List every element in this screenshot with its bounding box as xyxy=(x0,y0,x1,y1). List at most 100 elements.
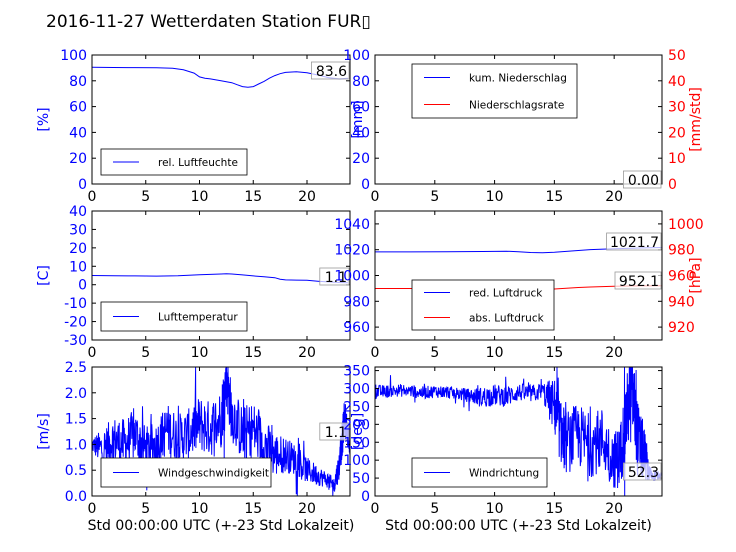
x-tick-label: 10 xyxy=(486,345,504,361)
legend: Windgeschwindigkeit xyxy=(100,457,272,488)
x-tick-label: 10 xyxy=(486,189,504,205)
chart-panel-4: 0 5 10 15 20 960 980 1000 1020 1040 920 940 960 980 10… xyxy=(334,210,704,361)
legend: red. Luftdruck abs. Luftdruck xyxy=(411,279,555,331)
y-tick-label: -30 xyxy=(64,333,87,349)
legend-label: Lufttemperatur xyxy=(158,312,238,324)
plot-frame xyxy=(91,210,351,341)
y-axis-label: [C] xyxy=(36,265,52,286)
y-tick-label: 100 xyxy=(60,48,87,64)
chart-panel-3: 0 5 10 15 20 -30 -20 -10 0 10 20 30 40 [C] Lufttempera… xyxy=(36,204,351,361)
y2-tick-label: 940 xyxy=(668,294,695,310)
x-tick-label: 0 xyxy=(371,345,380,361)
legend: Lufttemperatur xyxy=(100,301,248,332)
x-tick-label: 5 xyxy=(430,189,439,205)
y-axis-label: [mm] xyxy=(350,100,366,138)
current-value-label-box xyxy=(606,232,662,251)
y-tick-label: 1.0 xyxy=(65,437,87,453)
x-tick-label: 20 xyxy=(298,345,316,361)
figure-title: 2016-11-27 Wetterdaten Station FUR▯ xyxy=(46,12,371,32)
legend-box xyxy=(411,63,578,119)
y-tick-label: 20 xyxy=(69,151,87,167)
x-tick-label: 20 xyxy=(298,189,316,205)
legend-label: Windgeschwindigkeit xyxy=(158,468,269,480)
y-axis-label: [%] xyxy=(36,107,52,131)
y-tick-label: 60 xyxy=(69,100,87,116)
y-tick-label: 100 xyxy=(343,453,370,469)
y2-tick-label: 0 xyxy=(668,177,677,193)
y-tick-label: 40 xyxy=(69,204,87,220)
y-tick-label: 0 xyxy=(78,278,87,294)
series-line-1 xyxy=(91,273,348,284)
legend-label: abs. Luftdruck xyxy=(469,313,545,325)
y-tick-label: -20 xyxy=(64,315,87,331)
legend-label: Windrichtung xyxy=(469,468,539,480)
current-value-label: 1021.7 xyxy=(610,235,659,251)
series-line-1 xyxy=(91,66,348,88)
y2-axis-label: [hPa] xyxy=(688,257,704,293)
y2-tick-label: 50 xyxy=(668,48,686,64)
legend: rel. Luftfeuchte xyxy=(100,148,248,176)
y-tick-label: 1040 xyxy=(334,217,370,233)
y-tick-label: 350 xyxy=(343,364,370,380)
y2-tick-label: 920 xyxy=(668,320,695,336)
x-tick-label: 5 xyxy=(141,345,150,361)
x-tick-label: 20 xyxy=(605,189,623,205)
x-tick-label: 15 xyxy=(545,189,563,205)
x-tick-label: 5 xyxy=(430,501,439,517)
x-tick-label: 10 xyxy=(191,345,209,361)
y2-tick-label: 1000 xyxy=(668,217,704,233)
current-value-label-box xyxy=(623,462,662,481)
legend-label: kum. Niederschlag xyxy=(469,73,567,85)
x-tick-label: 15 xyxy=(244,345,262,361)
y2-axis-label: [mm/std] xyxy=(688,87,704,152)
x-tick-label: 15 xyxy=(244,501,262,517)
legend: kum. Niederschlag Niederschlagsrate xyxy=(411,63,578,119)
y-tick-label: 1000 xyxy=(334,269,370,285)
y2-tick-label: 10 xyxy=(668,151,686,167)
x-tick-label: 0 xyxy=(88,345,97,361)
y2-tick-label: 30 xyxy=(668,100,686,116)
y2-tick-label: 40 xyxy=(668,74,686,90)
y-axis-label: [m/s] xyxy=(36,413,52,450)
plot-frame xyxy=(374,54,663,185)
y-tick-label: 0.5 xyxy=(65,463,87,479)
y-tick-label: 60 xyxy=(352,100,370,116)
y-tick-label: 300 xyxy=(343,382,370,398)
legend: Windrichtung xyxy=(411,457,548,488)
legend-label: red. Luftdruck xyxy=(469,288,543,300)
legend-box xyxy=(411,279,555,331)
current-value-label: 1.1 xyxy=(325,425,347,441)
y-tick-label: 1.5 xyxy=(65,412,87,428)
plot-frame xyxy=(91,366,351,497)
x-axis-label: Std 00:00:00 UTC (+-23 Std Lokalzeit) xyxy=(88,518,355,534)
x-tick-label: 10 xyxy=(191,189,209,205)
y-tick-label: 50 xyxy=(352,471,370,487)
x-tick-label: 10 xyxy=(486,501,504,517)
current-value-label: 52.3 xyxy=(628,465,659,481)
y-tick-label: 0 xyxy=(361,177,370,193)
plot-frame xyxy=(374,366,663,497)
current-value-label-box xyxy=(623,170,662,189)
x-tick-label: 0 xyxy=(88,189,97,205)
chart-panel-5: 0 5 10 15 20 0.0 0.5 1.0 1.5 2.0 2.5 [m/s] Std 00:00… xyxy=(36,360,354,534)
current-value-label-box xyxy=(319,267,350,286)
plot-frame xyxy=(91,54,351,185)
y-tick-label: 10 xyxy=(69,259,87,275)
y-tick-label: 0.0 xyxy=(65,489,87,505)
x-axis-label: Std 00:00:00 UTC (+-23 Std Lokalzeit) xyxy=(385,518,652,534)
current-value-label-box xyxy=(310,61,350,80)
x-tick-label: 15 xyxy=(545,501,563,517)
y-tick-label: 250 xyxy=(343,399,370,415)
current-value-label-box xyxy=(319,422,350,441)
y-tick-label: 1020 xyxy=(334,243,370,259)
y-tick-label: -10 xyxy=(64,296,87,312)
x-tick-label: 0 xyxy=(88,501,97,517)
y-tick-label: 200 xyxy=(343,417,370,433)
x-tick-label: 15 xyxy=(545,345,563,361)
y-tick-label: 150 xyxy=(343,435,370,451)
y-tick-label: 2.0 xyxy=(65,386,87,402)
y-tick-label: 20 xyxy=(352,151,370,167)
x-tick-label: 5 xyxy=(141,189,150,205)
y-axis-label: [deg] xyxy=(350,413,366,450)
